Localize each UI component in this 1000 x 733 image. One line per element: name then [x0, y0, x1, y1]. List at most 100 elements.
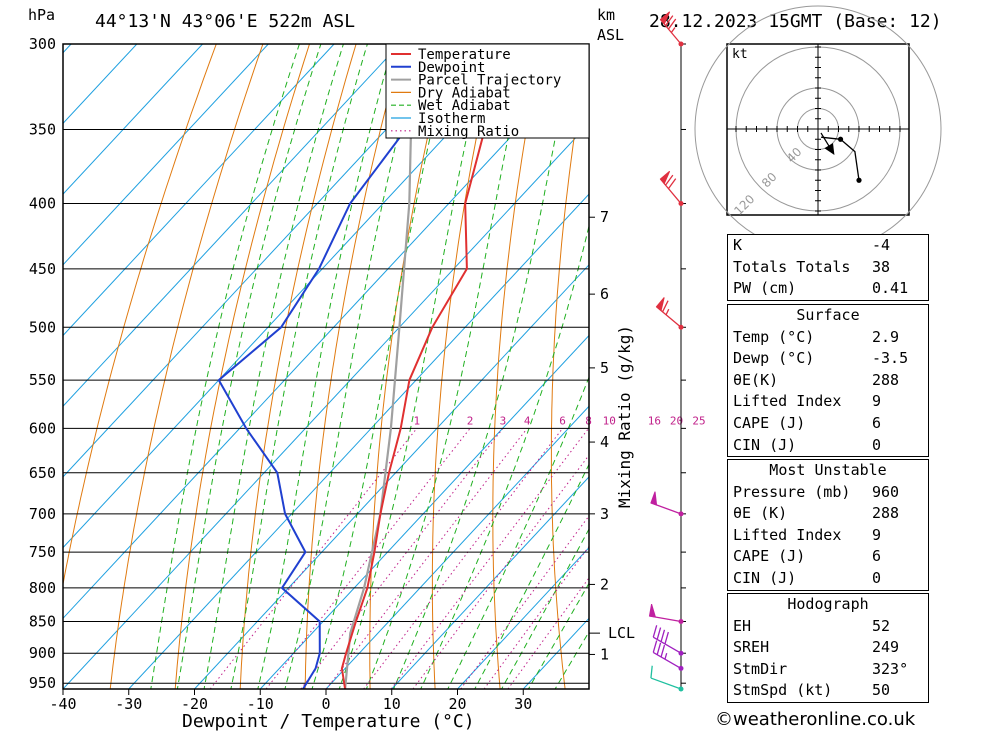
pressure-tick-label: 400 — [29, 195, 56, 213]
index-value: 288 — [872, 370, 900, 389]
wet-adiabat-line — [338, 44, 488, 689]
isotherm-line — [63, 44, 335, 337]
mixing-ratio-label: 2 — [467, 414, 474, 427]
isotherm-line — [391, 476, 589, 689]
x-tick-label: 0 — [321, 695, 330, 713]
wind-barb-staff — [652, 636, 682, 654]
legend-label: Dewpoint — [418, 60, 485, 76]
pressure-tick-label: 850 — [29, 613, 56, 631]
isotherm-line — [457, 546, 589, 689]
background-lines — [63, 44, 589, 689]
mixing-ratio-label: 16 — [648, 414, 661, 427]
index-value: 52 — [872, 616, 891, 635]
index-row: CIN (J) 0 — [728, 435, 928, 457]
pressure-tick-label: 300 — [29, 35, 56, 53]
index-row: StmSpd (kt) 50 — [728, 680, 928, 702]
index-row: CAPE (J) 6 — [728, 413, 928, 435]
index-label: Dewp (°C) — [733, 349, 815, 368]
wind-barb-flag — [664, 631, 670, 645]
storm-motion-arrowhead — [824, 142, 835, 155]
index-value: 0 — [872, 435, 882, 454]
isotherm-line — [63, 44, 401, 407]
hpa-unit-label: hPa — [28, 6, 55, 24]
index-row-totals: Totals Totals 38 — [728, 257, 928, 279]
legend-label: Mixing Ratio — [418, 124, 519, 140]
isotherm-line — [128, 193, 589, 689]
wet-adiabat-line — [176, 44, 322, 689]
wind-barb-flag — [667, 178, 677, 189]
temperature-line — [340, 44, 507, 689]
wind-barb-flag — [665, 174, 674, 186]
dry-adiabat-line — [492, 44, 543, 689]
km-tick-label: 4 — [600, 433, 609, 451]
isotherm-line — [63, 122, 589, 689]
index-label: Lifted Index — [733, 525, 842, 544]
hodograph-title: Hodograph — [787, 595, 869, 613]
mixing-ratio-label: 25 — [692, 414, 705, 427]
parcel-trajectory-line — [344, 44, 415, 689]
index-value: 2.9 — [872, 327, 900, 346]
wind-barb — [655, 297, 684, 330]
index-row: StmDir 323° — [728, 659, 928, 681]
mixing-ratio-line — [412, 454, 589, 689]
copyright-link[interactable]: ©weatheronline.co.uk — [715, 709, 916, 730]
mixing-ratio-line — [363, 428, 563, 689]
km-tick-label: 2 — [600, 575, 609, 593]
wet-adiabat-line — [447, 376, 589, 689]
index-label: θE (K) — [733, 504, 788, 523]
isotherm-line — [259, 334, 589, 689]
mixing-ratio-label: 10 — [603, 414, 616, 427]
km-tick-label: 1 — [600, 645, 609, 663]
wet-adiabat-line — [311, 44, 453, 689]
index-row: θE (K) 288 — [728, 503, 928, 525]
index-row: SREH 249 — [728, 637, 928, 659]
wind-barb — [650, 665, 684, 692]
plot-frame — [62, 43, 590, 690]
mixing-ratio-label: 3 — [500, 414, 507, 427]
index-label: CIN (J) — [733, 435, 797, 454]
index-value: 960 — [872, 482, 900, 501]
wind-barb-pennant — [659, 170, 671, 185]
index-label: K — [733, 236, 743, 254]
index-value: 6 — [872, 413, 882, 432]
legend-label: Parcel Trajectory — [418, 73, 561, 89]
x-tick-label: -30 — [115, 695, 142, 713]
indices-general-box: K -4 Totals Totals 38 PW (cm) 0.41 — [727, 234, 929, 301]
index-row: Lifted Index 9 — [728, 525, 928, 547]
legend-label: Dry Adiabat — [418, 85, 511, 101]
index-value: 0.41 — [872, 279, 909, 298]
legend-label: Isotherm — [418, 111, 485, 127]
index-value: 249 — [872, 638, 900, 657]
wind-profile — [648, 11, 684, 692]
pressure-tick-label: 550 — [29, 371, 56, 389]
isotherm-line — [194, 264, 589, 689]
index-label: Pressure (mb) — [733, 482, 851, 501]
wind-barb — [659, 11, 684, 47]
legend-box — [385, 43, 590, 139]
isobars — [63, 43, 589, 684]
wind-barb — [659, 170, 684, 207]
wind-barb-pennant — [655, 297, 665, 312]
index-value: 6 — [872, 547, 882, 566]
mixing-ratio-line — [390, 428, 589, 689]
pressure-tick-label: 750 — [29, 543, 56, 561]
surface-title: Surface — [796, 306, 860, 324]
index-row: Temp (°C) 2.9 — [728, 327, 928, 349]
index-value: 50 — [872, 681, 891, 700]
indices-surface-box: Surface Temp (°C) 2.9 Dewp (°C) -3.5 θE(K)… — [727, 304, 929, 458]
isotherm-line — [63, 44, 532, 549]
isotherm-line — [63, 44, 269, 266]
wind-barb-pennant — [659, 11, 671, 26]
pressure-tick-label: 800 — [29, 579, 56, 597]
mixing-ratio-labels: 1 2 3 4 6 8 10 16 20 25 — [413, 414, 705, 427]
dewpoint-line — [217, 44, 428, 689]
axes: 3003504004505005506006507007508008509009… — [29, 35, 686, 713]
wet-adiabat-line — [474, 463, 589, 689]
index-label: EH — [733, 616, 752, 635]
index-value: 9 — [872, 525, 882, 544]
datetime-title: 28.12.2023 15GMT (Base: 12) — [649, 11, 942, 32]
dry-adiabat-line — [109, 44, 264, 689]
wind-barb-flag — [660, 629, 666, 642]
km-tick-label: 3 — [600, 505, 609, 523]
wind-barb-flag — [656, 627, 662, 640]
